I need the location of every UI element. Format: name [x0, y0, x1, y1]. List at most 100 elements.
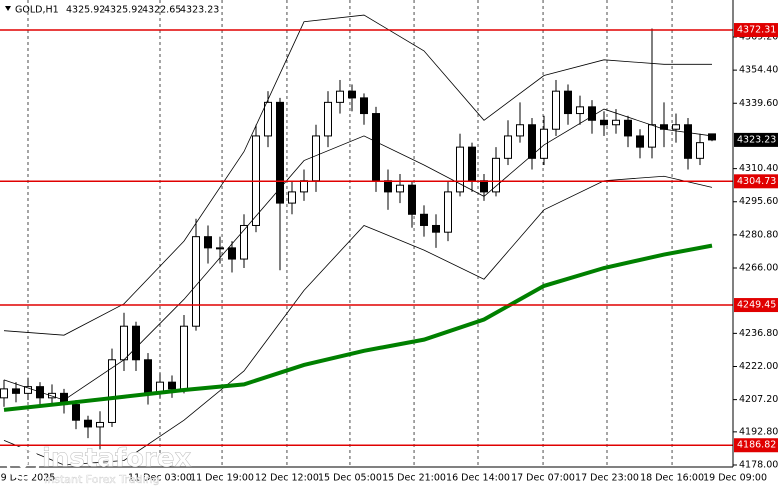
x-tick-label: 16 Dec 14:00	[446, 473, 510, 484]
header-symbol: GOLD,H1	[15, 5, 59, 16]
y-tick-label: 4310.40	[739, 163, 778, 174]
candle-body	[575, 106, 584, 115]
candle-body	[299, 180, 308, 193]
header-low: 4322.65	[142, 5, 181, 16]
candle-body	[131, 325, 140, 361]
x-tick-label: 11 Dec 03:00	[128, 473, 192, 484]
candle-body	[191, 236, 200, 327]
candle-body	[263, 101, 272, 137]
x-tick-label: 11 Dec 19:00	[190, 473, 254, 484]
candle-body	[107, 359, 116, 423]
candle-body	[647, 124, 656, 148]
x-tick-label: 19 Dec 09:00	[703, 473, 767, 484]
header-close: 4323.23	[180, 5, 219, 16]
candle-body	[479, 180, 488, 193]
candle-body	[95, 421, 104, 428]
level-label: 4186.82	[737, 440, 776, 451]
candle-body	[671, 124, 680, 130]
candle-body	[119, 325, 128, 361]
current-price-label: 4323.23	[737, 134, 776, 145]
candle-body	[167, 381, 176, 390]
header-high: 4325.92	[104, 5, 143, 16]
y-tick-label: 4236.80	[739, 328, 778, 339]
candle-body	[527, 124, 536, 159]
logo-ring	[6, 446, 40, 480]
y-tick-label: 4178.00	[739, 459, 778, 470]
level-box	[734, 438, 778, 453]
plot-area	[0, 0, 733, 467]
candle-body	[335, 90, 344, 103]
level-box	[734, 23, 778, 38]
candle-body	[143, 359, 152, 394]
y-tick-label: 4339.60	[739, 98, 778, 109]
logo: instaforex Instant Forex Trading	[6, 443, 192, 486]
candle-body	[623, 119, 632, 137]
x-tick-label: 15 Dec 21:00	[382, 473, 446, 484]
candle-body	[215, 247, 224, 250]
candle-body	[371, 113, 380, 182]
candle-body	[203, 236, 212, 249]
candle-body	[47, 392, 56, 399]
indicator-line	[3, 108, 713, 401]
candle-body	[419, 213, 428, 226]
indicator-line	[3, 14, 712, 336]
level-label: 4304.73	[737, 176, 776, 187]
candle-body	[551, 90, 560, 130]
candle-body	[467, 146, 476, 182]
candle-body	[503, 135, 512, 159]
header-arrow	[5, 6, 11, 11]
indicator-line	[3, 243, 713, 412]
candle-body	[311, 135, 320, 182]
candle-body	[491, 157, 500, 193]
x-tick-label: 17 Dec 07:00	[511, 473, 575, 484]
candle-body	[515, 124, 524, 137]
header-open: 4325.92	[66, 5, 105, 16]
candle-body	[323, 101, 332, 137]
candle-body	[635, 135, 644, 148]
candle-body	[359, 97, 368, 115]
y-tick-label: 4207.20	[739, 394, 778, 405]
level-label: 4249.45	[737, 300, 776, 311]
candle-body	[179, 325, 188, 390]
candle-body	[275, 101, 284, 204]
y-tick-label: 4192.80	[739, 426, 778, 437]
candle-body	[707, 133, 716, 141]
candle-body	[0, 388, 8, 399]
y-tick-label: 4222.00	[739, 361, 778, 372]
logo-tagline: Instant Forex Trading	[44, 473, 160, 486]
y-tick-label: 4266.00	[739, 263, 778, 274]
level-box	[734, 174, 778, 189]
current-price-box	[734, 132, 778, 147]
candle-body	[11, 388, 20, 394]
candle-body	[239, 224, 248, 260]
logo-dot	[18, 458, 28, 468]
candle-body	[383, 180, 392, 193]
x-tick-label: 15 Dec 05:00	[318, 473, 382, 484]
level-label: 4372.31	[737, 25, 776, 36]
candle-body	[599, 119, 608, 126]
y-tick-label: 4354.40	[739, 65, 778, 76]
candle-body	[431, 224, 440, 233]
candle-body	[563, 90, 572, 115]
x-tick-label: 12 Dec 12:00	[255, 473, 319, 484]
candle-body	[539, 128, 548, 159]
candle-body	[611, 119, 620, 126]
x-tick-label: 17 Dec 23:00	[575, 473, 639, 484]
candle-body	[695, 142, 704, 159]
candle-body	[347, 90, 356, 99]
logo-name: instaforex	[42, 444, 192, 474]
candle-body	[407, 184, 416, 215]
candle-body	[587, 106, 596, 121]
y-tick-label: 4280.80	[739, 229, 778, 240]
candle-body	[443, 191, 452, 233]
candle-body	[83, 419, 92, 428]
candle-body	[395, 184, 404, 193]
candle-body	[71, 404, 80, 421]
y-tick-label: 4295.60	[739, 196, 778, 207]
candle-body	[23, 386, 32, 394]
candle-body	[683, 124, 692, 159]
candle-body	[455, 146, 464, 193]
